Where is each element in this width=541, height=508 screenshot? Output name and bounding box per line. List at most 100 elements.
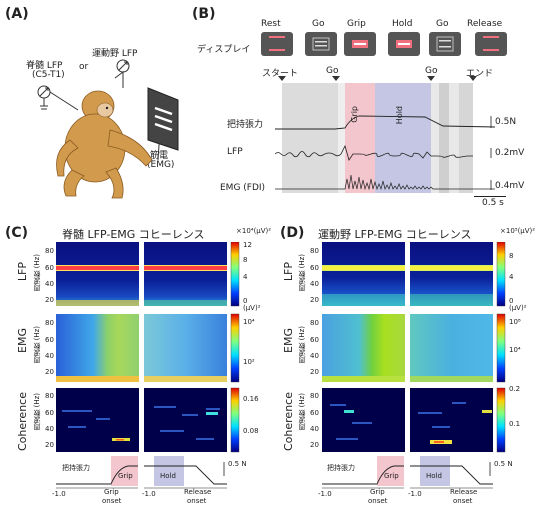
marker-go-2: Go <box>425 66 438 76</box>
panel-c-title: 脊髄 LFP-EMG コヒーレンス <box>62 228 205 241</box>
scale-force: 0.5N <box>495 117 517 127</box>
band-rest <box>282 83 338 193</box>
c-ytick: 20 <box>45 296 54 304</box>
marker-go-1: Go <box>326 66 339 76</box>
d-grip-label: Grip <box>384 472 399 480</box>
motor-electrode-icon <box>114 59 130 88</box>
d-cb-tick: 10⁴ <box>509 346 521 354</box>
d-x-grip: Grip <box>370 488 385 496</box>
c-cb-tick: 0.16 <box>243 395 259 403</box>
d-ytick: 60 <box>310 409 319 417</box>
d-hold-label: Hold <box>426 472 442 480</box>
d-cb-tick: 0.2 <box>509 385 521 393</box>
spinal-range-label: (C5-T1) <box>32 70 65 80</box>
screen-grip <box>344 32 376 56</box>
d-x-grip-sub: onset <box>368 497 388 505</box>
d-x-release-sub: onset <box>453 497 473 505</box>
c-row-coherence: Coherence <box>16 392 29 451</box>
c-cb-emg-unit: (μV)² <box>243 304 261 312</box>
phase-rest: Rest <box>261 19 281 29</box>
d-row-lfp: LFP <box>282 262 295 282</box>
phase-go-2: Go <box>436 19 449 29</box>
c-ytick: 40 <box>45 352 54 360</box>
trace-force-label: 把持張力 <box>227 120 264 130</box>
lfp-trace <box>275 144 473 161</box>
d-x-release: Release <box>450 488 478 496</box>
c-cb-tick: 10⁴ <box>243 318 255 326</box>
d-cb-tick: 8 <box>509 252 514 260</box>
panel-d-title: 運動野 LFP-EMG コヒーレンス <box>318 228 472 241</box>
marker-end: エンド <box>466 69 494 79</box>
trace-plot <box>275 76 495 193</box>
trace-lfp-label: LFP <box>227 147 243 157</box>
d-cb-emg-unit: (μV)² <box>509 304 527 312</box>
spinal-electrode-icon <box>37 85 79 111</box>
display-screens <box>261 32 507 56</box>
c-row-emg: EMG <box>16 328 29 353</box>
panel-a-label: (A) <box>5 6 29 22</box>
d-ytick: 40 <box>310 280 319 288</box>
monkey-face <box>96 102 114 118</box>
c-ytick: 40 <box>45 425 54 433</box>
c-x-right: -1.0 <box>142 490 156 498</box>
panel-d-heatmaps <box>322 242 506 489</box>
c-ytick: 20 <box>45 441 54 449</box>
panel-d-label: (D) <box>280 225 305 241</box>
d-ytick: 20 <box>310 368 319 376</box>
display-device-icon <box>147 87 179 151</box>
d-ytick: 20 <box>310 441 319 449</box>
c-hold-label: Hold <box>160 472 176 480</box>
phase-go-1: Go <box>312 19 325 29</box>
d-ytick: 40 <box>310 425 319 433</box>
c-ytick: 80 <box>45 247 54 255</box>
motor-lfp-label: 運動野 LFP <box>92 49 138 59</box>
emg-en-label: (EMG) <box>147 160 175 170</box>
band-grip <box>345 83 375 193</box>
c-cb-tick: 8 <box>243 256 248 264</box>
d-row-emg: EMG <box>282 328 295 353</box>
d-ytick: 80 <box>310 319 319 327</box>
c-cb-tick: 0.08 <box>243 427 259 435</box>
or-label: or <box>79 62 89 72</box>
band-hold <box>375 83 431 193</box>
monkey-illustration <box>37 59 179 199</box>
c-x-grip: Grip <box>104 488 119 496</box>
phase-grip: Grip <box>347 19 366 29</box>
c-freq-coh: 周波数 (Hz) <box>33 393 41 431</box>
c-grip-label: Grip <box>118 472 133 480</box>
d-cb-tick: 0.1 <box>509 420 521 428</box>
c-ytick: 60 <box>45 409 54 417</box>
d-freq-lfp: 周波数 (Hz) <box>298 254 306 292</box>
d-row-coherence: Coherence <box>282 392 295 451</box>
c-freq-lfp: 周波数 (Hz) <box>33 254 41 292</box>
d-ytick: 60 <box>310 264 319 272</box>
screen-go-2 <box>429 32 461 56</box>
screen-go-1 <box>305 32 337 56</box>
c-ytick: 40 <box>45 280 54 288</box>
c-x-grip-sub: onset <box>102 497 122 505</box>
d-ytick: 20 <box>310 296 319 304</box>
screen-hold <box>388 32 420 56</box>
d-cb-tick: 4 <box>509 273 514 281</box>
panel-c-label: (C) <box>5 225 29 241</box>
c-force-label: 把持張力 <box>62 464 90 472</box>
c-force-scale: 0.5 N <box>228 460 247 468</box>
c-cb-tick: 12 <box>243 241 252 249</box>
c-force-trace <box>56 465 227 485</box>
d-ytick: 40 <box>310 352 319 360</box>
c-x-left: -1.0 <box>52 490 66 498</box>
band-hold-label: Hold <box>395 106 404 125</box>
d-cb-lfp-unit: ×10⁵(μV)² <box>500 227 536 235</box>
d-ytick: 80 <box>310 247 319 255</box>
c-x-release: Release <box>184 488 212 496</box>
d-freq-coh: 周波数 (Hz) <box>298 393 306 431</box>
force-trace <box>275 115 495 130</box>
c-cb-lfp-unit: ×10⁴(μV)² <box>236 227 272 235</box>
marker-start: スタート <box>262 69 299 79</box>
c-ytick: 60 <box>45 336 54 344</box>
spinal-lfp-label: 脊髄 LFP <box>26 61 63 71</box>
scale-lfp: 0.2mV <box>495 148 525 158</box>
c-row-lfp: LFP <box>16 262 29 282</box>
d-cb-tick: 0 <box>509 297 514 305</box>
d-force-label: 把持張力 <box>327 464 355 472</box>
